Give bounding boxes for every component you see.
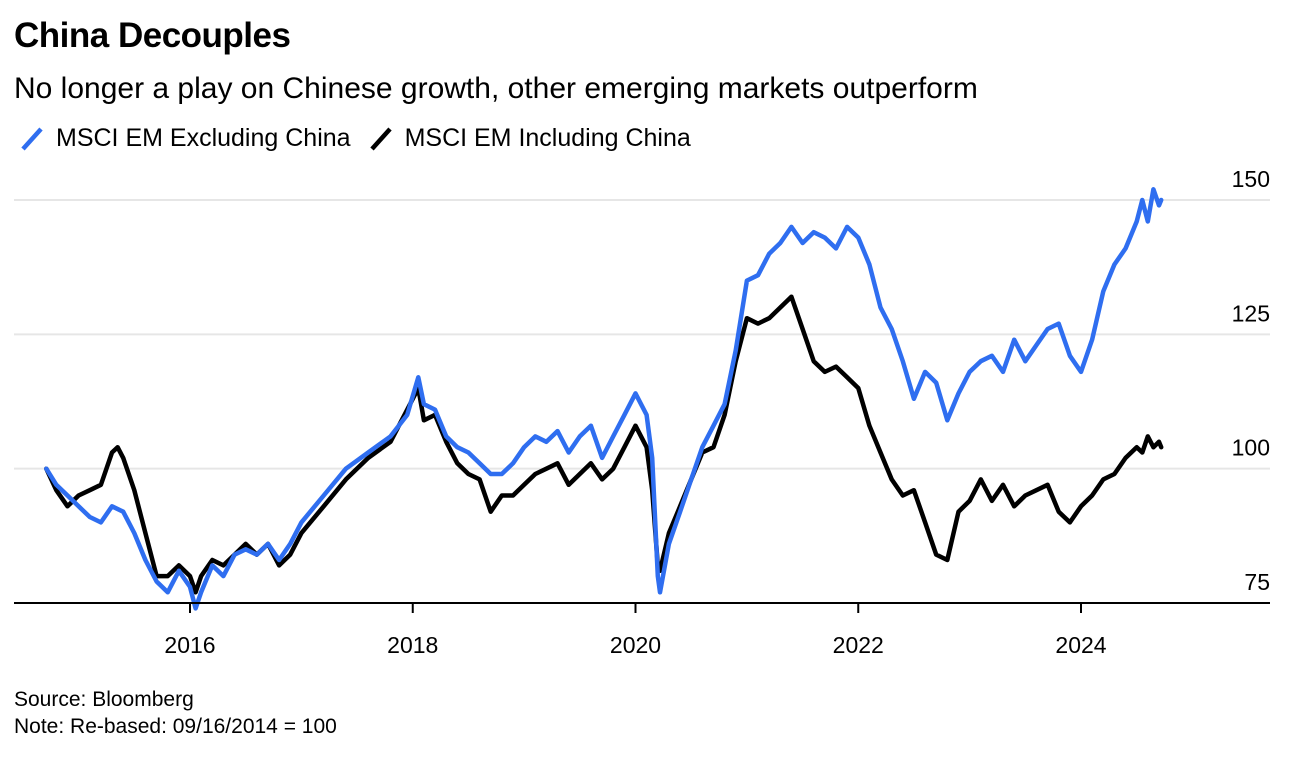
legend: MSCI EM Excluding China MSCI EM Includin…	[20, 124, 709, 153]
chart-subtitle: No longer a play on Chinese growth, othe…	[14, 72, 978, 105]
legend-swatch-ex-china-icon	[21, 126, 43, 151]
y-tick-label-100: 100	[1232, 435, 1270, 461]
series-line-incl-china	[44, 294, 1164, 595]
source-note: Source: Bloomberg	[14, 688, 194, 711]
y-tick-label-125: 125	[1232, 300, 1270, 326]
legend-item-incl-china: MSCI EM Including China	[369, 124, 691, 153]
x-tick-label-2016: 2016	[164, 632, 215, 658]
footer: Source: Bloomberg Note: Re-based: 09/16/…	[14, 686, 337, 740]
legend-label-ex-china: MSCI EM Excluding China	[56, 124, 351, 152]
legend-item-ex-china: MSCI EM Excluding China	[20, 124, 351, 153]
y-tick-label-150: 150	[1232, 166, 1270, 192]
series-line-ex-china	[44, 187, 1164, 611]
chart-title: China Decouples	[14, 16, 291, 55]
y-tick-label-75: 75	[1244, 569, 1270, 595]
x-tick-label-2020: 2020	[610, 632, 661, 658]
axis-layer: 75 100 125 150 2016 2018 2020 2022 2024	[14, 166, 1270, 658]
line-chart: 75 100 125 150 2016 2018 2020 2022 2024	[14, 166, 1270, 658]
legend-label-incl-china: MSCI EM Including China	[404, 124, 691, 152]
x-tick-label-2022: 2022	[833, 632, 884, 658]
rebase-note: Note: Re-based: 09/16/2014 = 100	[14, 715, 337, 738]
series-layer	[44, 187, 1164, 611]
legend-swatch-incl-china-icon	[369, 126, 392, 151]
grid-lines	[14, 199, 1270, 470]
x-tick-label-2018: 2018	[387, 632, 438, 658]
x-tick-label-2024: 2024	[1055, 632, 1106, 658]
